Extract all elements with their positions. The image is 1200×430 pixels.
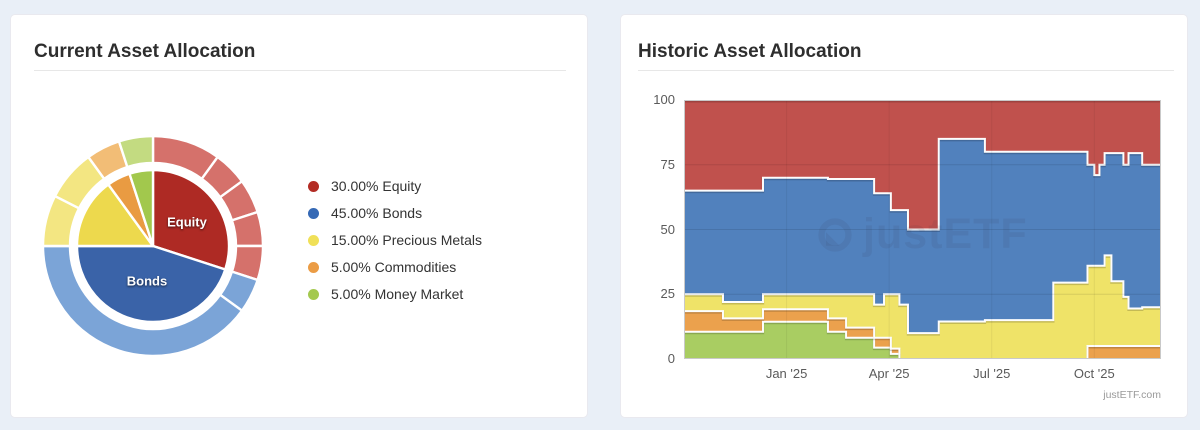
legend-dot-money-market — [308, 289, 319, 300]
pie-slice-precious-metals[interactable] — [75, 183, 155, 248]
y-axis-tick-25: 25 — [660, 286, 675, 302]
area-series-precious-metals[interactable] — [684, 255, 1161, 359]
y-axis-tick-50: 50 — [660, 221, 675, 237]
pie-subsegment-money-market-1[interactable] — [117, 134, 155, 169]
y-axis-tick-0: 0 — [667, 351, 675, 366]
legend-label-bonds: 45.00% Bonds — [331, 205, 423, 221]
title-divider — [34, 70, 566, 71]
pie-slice-equity[interactable] — [151, 168, 231, 271]
pie-slice-money-market[interactable] — [128, 168, 155, 248]
legend-dot-equity — [308, 181, 319, 192]
legend-item-equity[interactable]: 30.00% Equity — [308, 176, 482, 197]
legend-dot-commodities — [308, 262, 319, 273]
legend-item-commodities[interactable]: 5.00% Commodities — [308, 257, 482, 278]
sunburst-svg[interactable] — [41, 134, 265, 358]
pie-label-bonds: Bonds — [126, 273, 168, 289]
pie-legend: 30.00% Equity 45.00% Bonds 15.00% Precio… — [308, 176, 482, 311]
historic-allocation-title: Historic Asset Allocation — [638, 41, 862, 62]
historic-allocation-area-chart[interactable]: justETF — [684, 100, 1161, 359]
area-series-money-market[interactable] — [684, 321, 1161, 359]
legend-dot-precious-metals — [308, 235, 319, 246]
legend-item-bonds[interactable]: 45.00% Bonds — [308, 203, 482, 224]
current-allocation-card: Current Asset Allocation Equity Bonds 30… — [10, 14, 588, 418]
x-axis-tick-jul25: Jul '25 — [973, 366, 1011, 381]
x-axis-tick-apr25: Apr '25 — [868, 366, 910, 381]
y-axis-tick-100: 100 — [653, 92, 675, 107]
legend-item-precious-metals[interactable]: 15.00% Precious Metals — [308, 230, 482, 251]
area-series-bonds[interactable] — [684, 138, 1161, 334]
legend-dot-bonds — [308, 208, 319, 219]
area-series-commodities[interactable] — [684, 309, 1161, 359]
legend-label-commodities: 5.00% Commodities — [331, 259, 457, 275]
pie-label-equity: Equity — [167, 214, 207, 230]
legend-label-money-market: 5.00% Money Market — [331, 286, 464, 302]
x-axis-tick-jan25: Jan '25 — [765, 366, 808, 381]
historic-allocation-card: Historic Asset Allocation 100 75 50 25 0… — [620, 14, 1188, 418]
asset-allocation-sunburst-chart[interactable]: Equity Bonds — [41, 134, 265, 358]
area-series-equity[interactable] — [684, 100, 1161, 230]
y-axis-tick-75: 75 — [660, 156, 675, 172]
current-allocation-title: Current Asset Allocation — [34, 41, 256, 62]
title-divider — [638, 70, 1174, 71]
pie-slice-bonds[interactable] — [75, 244, 227, 324]
stacked-area-svg[interactable] — [684, 100, 1161, 359]
legend-label-precious-metals: 15.00% Precious Metals — [331, 232, 482, 248]
x-axis-tick-oct25: Oct '25 — [1073, 366, 1115, 381]
legend-item-money-market[interactable]: 5.00% Money Market — [308, 284, 482, 305]
attribution-link: justETF.com — [1103, 389, 1161, 401]
legend-label-equity: 30.00% Equity — [331, 178, 422, 194]
